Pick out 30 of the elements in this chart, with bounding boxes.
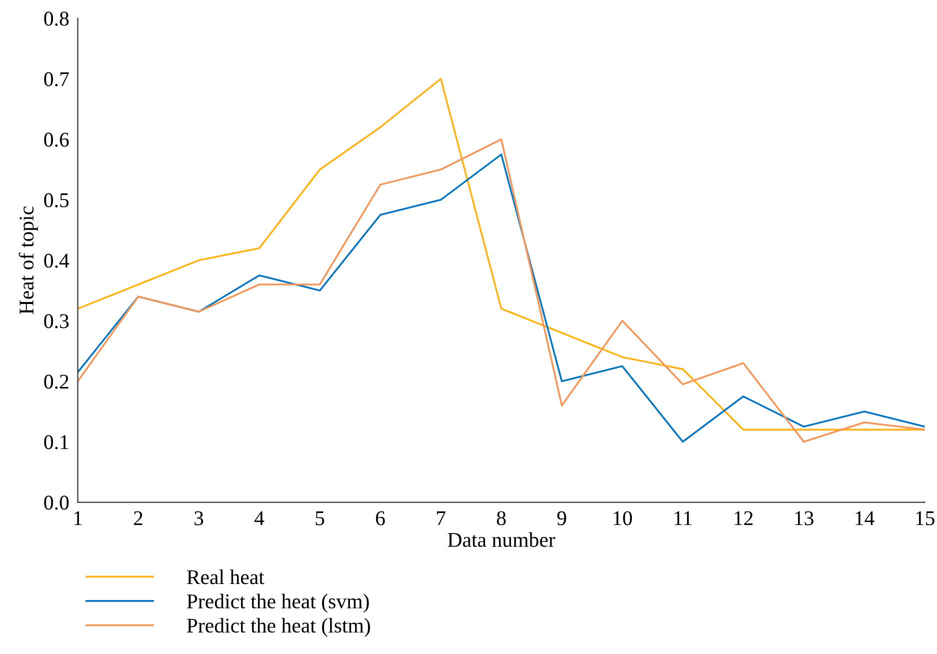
x-tick-label: 14 xyxy=(856,511,874,526)
x-tick-label: 6 xyxy=(376,511,385,526)
y-tick-label: 0.3 xyxy=(44,314,69,328)
y-tick-label: 0.7 xyxy=(44,72,69,86)
y-tick-label: 0.6 xyxy=(44,132,69,147)
x-tick-label: 11 xyxy=(674,511,692,526)
x-tick-label: 5 xyxy=(316,511,324,526)
x-tick-label: 2 xyxy=(134,511,142,526)
x-tick-label: 7 xyxy=(436,511,446,526)
y-tick-label: 0.2 xyxy=(44,374,68,389)
y-tick-label: 0.0 xyxy=(44,496,69,510)
y-tick-label: 0.1 xyxy=(44,435,68,450)
x-tick-label: 15 xyxy=(916,511,934,526)
x-tick-label: 9 xyxy=(557,511,566,526)
y-tick-label: 0.8 xyxy=(44,12,69,26)
x-tick-label: 1 xyxy=(74,511,82,526)
legend-label: Predict the heat (lstm) xyxy=(186,618,370,637)
x-tick-label: 4 xyxy=(254,511,264,526)
x-tick-label: 10 xyxy=(614,511,632,526)
y-axis-title: Heat of topic xyxy=(18,206,38,314)
x-tick-label: 12 xyxy=(734,511,753,526)
legend-label: Predict the heat (svm) xyxy=(186,594,369,613)
line-series xyxy=(78,78,925,431)
x-tick-label: 8 xyxy=(496,511,506,526)
x-tick-label: 3 xyxy=(194,511,204,526)
x-axis-title: Data number xyxy=(448,532,556,547)
legend-label: Real heat xyxy=(186,570,264,584)
y-tick-label: 0.4 xyxy=(44,254,70,268)
y-tick-label: 0.5 xyxy=(44,193,69,208)
x-tick-label: 13 xyxy=(795,511,814,526)
